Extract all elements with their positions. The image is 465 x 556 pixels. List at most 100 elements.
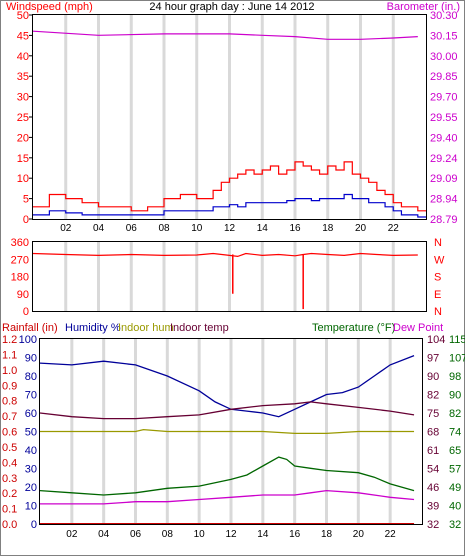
compass-letter: N <box>434 237 442 249</box>
wind-y-tick: 30 <box>17 92 29 104</box>
indoor-temp-y-tick: 46 <box>427 482 439 494</box>
rain-y-tick: 0.6 <box>2 427 17 439</box>
series-line-average <box>33 193 426 218</box>
humidity-y-tick: 50 <box>25 427 37 439</box>
rain-y-tick: 0.1 <box>2 504 17 516</box>
temp-x-tick: 04 <box>98 529 110 540</box>
wind-x-tick: 16 <box>289 223 301 234</box>
barometer-axis-label: Barometer (in.) <box>387 1 460 13</box>
wind-y-tick: 5 <box>23 194 29 206</box>
wind-x-tick: 12 <box>224 223 236 234</box>
direction-line <box>32 252 418 258</box>
humidity-y-tick: 80 <box>25 371 37 383</box>
humidity-y-tick: 0 <box>31 519 37 531</box>
temp-y-tick: 107 <box>449 353 465 365</box>
direction-y-tick: 180 <box>11 272 29 284</box>
indoor-temp-y-tick: 32 <box>427 519 439 531</box>
legend-label-left: Rainfall (in) <box>2 322 58 334</box>
humidity-y-tick: 20 <box>25 482 37 494</box>
humidity-y-tick: 40 <box>25 445 37 457</box>
rain-y-tick: 0.8 <box>2 396 17 408</box>
wind-x-tick: 18 <box>322 223 334 234</box>
direction-y-tick: 270 <box>11 254 29 266</box>
barometer-y-tick: 30.15 <box>430 30 458 42</box>
humidity-y-tick: 60 <box>25 408 37 420</box>
wind-axis-label: Windspeed (mph) <box>6 1 93 13</box>
rain-y-tick: 1.0 <box>2 365 17 377</box>
temp-x-tick: 14 <box>257 529 269 540</box>
barometer-y-tick: 29.55 <box>430 112 458 124</box>
temp-y-tick: 49 <box>449 482 461 494</box>
temp-y-tick: 57 <box>449 464 461 476</box>
series-line <box>39 456 415 496</box>
temp-x-tick: 16 <box>289 529 301 540</box>
rain-y-tick: 0.3 <box>2 473 17 485</box>
wind-x-tick: 02 <box>60 223 72 234</box>
temp-humidity-panel: Rainfall (in) Humidity %Indoor humIndoor … <box>2 322 465 540</box>
temp-y-tick: 115 <box>449 334 465 346</box>
legend-label-left: Indoor temp <box>170 322 229 334</box>
series-line-barometer <box>32 30 418 40</box>
legend-label-right: Temperature (°F) <box>312 322 395 334</box>
temp-y-tick: 32 <box>449 519 461 531</box>
rain-y-tick: 0.5 <box>2 442 17 454</box>
direction-y-tick: 90 <box>17 289 29 301</box>
barometer-y-tick: 29.09 <box>430 173 458 185</box>
barometer-y-tick: 29.24 <box>430 153 458 165</box>
legend-label-right: Dew Point <box>393 322 443 334</box>
temp-plot-area <box>39 338 423 525</box>
temp-x-tick: 20 <box>353 529 365 540</box>
rain-y-tick: 0.0 <box>2 519 17 531</box>
direction-y-tick: 0 <box>23 306 29 318</box>
wind-y-tick: 10 <box>17 173 29 185</box>
temp-y-tick: 82 <box>449 408 461 420</box>
temp-x-tick: 18 <box>321 529 333 540</box>
wind-x-tick: 20 <box>355 223 367 234</box>
series-line <box>39 354 415 418</box>
indoor-temp-y-tick: 90 <box>427 371 439 383</box>
barometer-y-tick: 29.85 <box>430 71 458 83</box>
compass-letter: S <box>434 272 441 284</box>
humidity-y-tick: 100 <box>19 334 37 346</box>
legend-label-left: Indoor hum <box>118 322 174 334</box>
barometer-y-tick: 30.00 <box>430 51 458 63</box>
wind-y-tick: 35 <box>17 71 29 83</box>
direction-plot-area <box>32 241 427 312</box>
indoor-temp-y-tick: 54 <box>427 464 439 476</box>
rain-y-tick: 0.2 <box>2 488 17 500</box>
graph-title: 24 hour graph day : June 14 2012 <box>149 1 314 13</box>
indoor-temp-y-tick: 68 <box>427 427 439 439</box>
wind-y-tick: 0 <box>23 214 29 226</box>
indoor-temp-y-tick: 82 <box>427 390 439 402</box>
temp-y-tick: 90 <box>449 390 461 402</box>
series-line <box>39 401 415 420</box>
temp-x-tick: 10 <box>194 529 206 540</box>
temp-x-tick: 02 <box>66 529 78 540</box>
series-line-gust <box>33 161 426 212</box>
wind-y-tick: 20 <box>17 132 29 144</box>
temp-y-tick: 74 <box>449 427 461 439</box>
series-line <box>40 489 415 505</box>
direction-y-tick: 360 <box>11 237 29 249</box>
indoor-temp-y-tick: 75 <box>427 408 439 420</box>
barometer-y-tick: 29.70 <box>430 92 458 104</box>
wind-plot-area <box>32 14 427 220</box>
temp-x-tick: 12 <box>225 529 237 540</box>
indoor-temp-y-tick: 61 <box>427 445 439 457</box>
wind-x-tick: 06 <box>126 223 138 234</box>
indoor-temp-y-tick: 97 <box>427 353 439 365</box>
wind-x-tick: 08 <box>158 223 170 234</box>
temp-y-tick: 40 <box>449 501 461 513</box>
temp-y-tick: 98 <box>449 371 461 383</box>
humidity-y-tick: 10 <box>25 501 37 513</box>
wind-x-tick: 10 <box>191 223 203 234</box>
compass-letter: N <box>434 306 442 318</box>
temp-x-tick: 22 <box>385 529 397 540</box>
wind-barometer-panel: Windspeed (mph) 24 hour graph day : June… <box>6 1 460 234</box>
compass-letter: W <box>434 254 445 266</box>
humidity-y-tick: 70 <box>25 390 37 402</box>
temp-x-tick: 08 <box>162 529 174 540</box>
wind-x-tick: 22 <box>388 223 400 234</box>
